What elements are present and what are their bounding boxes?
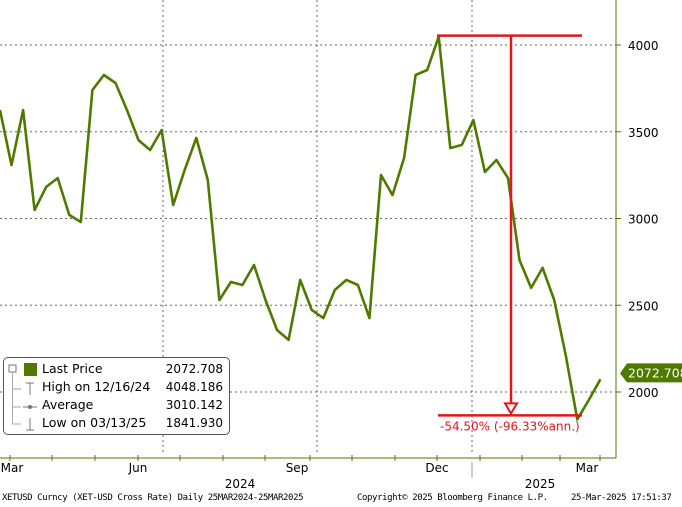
footer-copyright: Copyright© 2025 Bloomberg Finance L.P. [357, 493, 548, 503]
x-tick-label: Dec [425, 461, 448, 475]
series-swatch [24, 363, 37, 376]
x-tick-label: Sep [286, 461, 309, 475]
x-year-label: 2024 [225, 477, 256, 491]
x-year-label: 2025 [525, 477, 556, 491]
legend-label: Average [42, 397, 94, 412]
legend-average: Average 3010.142 [26, 396, 223, 414]
legend-value: 2072.708 [165, 362, 223, 376]
last-price-tag [620, 363, 682, 383]
legend-value: 3010.142 [165, 398, 223, 412]
last-price-tag-label: 2072.708 [628, 365, 682, 380]
x-tick-label: Mar [1, 461, 24, 475]
footer-security: XETUSD Curncy (XET-USD Cross Rate) Daily… [2, 493, 304, 503]
legend: Last Price 2072.708 High on 12/16/24 4048.… [3, 357, 230, 435]
annotation-label: -54.50% (-96.33%ann.) [440, 419, 580, 433]
legend-low: Low on 03/13/25 1841.930 [26, 414, 223, 432]
legend-value: 1841.930 [165, 416, 223, 430]
legend-high: High on 12/16/24 4048.186 [26, 378, 223, 396]
legend-label: High on 12/16/24 [42, 379, 151, 394]
legend-label: Low on 03/13/25 [42, 415, 147, 430]
legend-tree-icon [8, 364, 37, 431]
x-tick-label: Mar [576, 461, 599, 475]
arrow-head-icon [503, 402, 519, 416]
y-tick-label: 3000 [628, 213, 659, 227]
y-tick-label: 2500 [628, 299, 659, 313]
legend-value: 4048.186 [165, 380, 223, 394]
y-tick-label: 4000 [628, 39, 659, 53]
x-tick-label: Jun [128, 461, 148, 475]
y-tick-label: 3500 [628, 126, 659, 140]
legend-last-price: Last Price 2072.708 [24, 360, 223, 378]
legend-label: Last Price [42, 361, 103, 376]
y-tick-label: 2000 [628, 386, 659, 400]
footer-timestamp: 25-Mar-2025 17:51:37 [571, 493, 672, 503]
